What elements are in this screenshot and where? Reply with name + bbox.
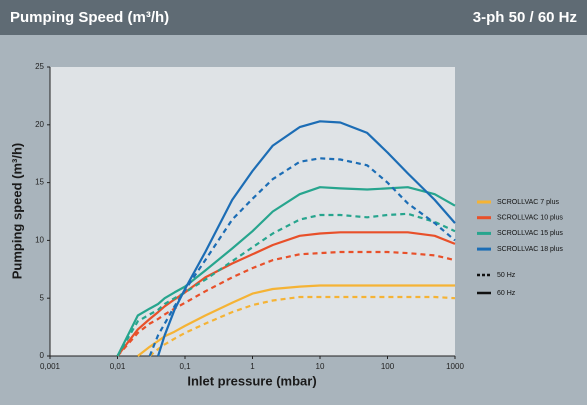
series-line: [148, 157, 456, 357]
series-line: [157, 120, 456, 357]
x-tick-label: 0,001: [40, 362, 61, 371]
legend-label: SCROLLVAC 18 plus: [497, 246, 563, 253]
legend-label: SCROLLVAC 7 plus: [497, 199, 559, 206]
x-tick-label: 100: [381, 362, 395, 371]
plot-area: [50, 67, 455, 356]
y-tick-label: 0: [40, 351, 45, 360]
x-tick-label: 0,01: [110, 362, 126, 371]
y-tick-label: 5: [40, 293, 45, 302]
x-tick-label: 0,1: [179, 362, 191, 371]
x-tick-label: 10: [316, 362, 325, 371]
series-line: [149, 295, 456, 357]
header-bar: [0, 0, 587, 35]
y-tick-label: 25: [35, 62, 44, 71]
series-line: [116, 186, 456, 357]
legend-label: SCROLLVAC 10 plus: [497, 215, 563, 222]
legend-label: 60 Hz: [497, 290, 516, 297]
y-tick-label: 10: [35, 236, 44, 245]
y-tick-label: 15: [35, 178, 44, 187]
y-axis-title: Pumping speed (m³/h): [9, 143, 24, 280]
header-title: Pumping Speed (m³/h): [10, 9, 169, 26]
header-subtitle: 3-ph 50 / 60 Hz: [473, 9, 577, 26]
series-line: [116, 212, 456, 357]
series-line: [116, 250, 456, 357]
x-tick-label: 1000: [446, 362, 464, 371]
x-tick-label: 1: [250, 362, 255, 371]
legend-label: 50 Hz: [497, 272, 516, 279]
y-tick-label: 20: [35, 120, 44, 129]
series-line: [116, 231, 456, 357]
legend-label: SCROLLVAC 15 plus: [497, 230, 563, 237]
x-axis-title: Inlet pressure (mbar): [187, 373, 316, 388]
